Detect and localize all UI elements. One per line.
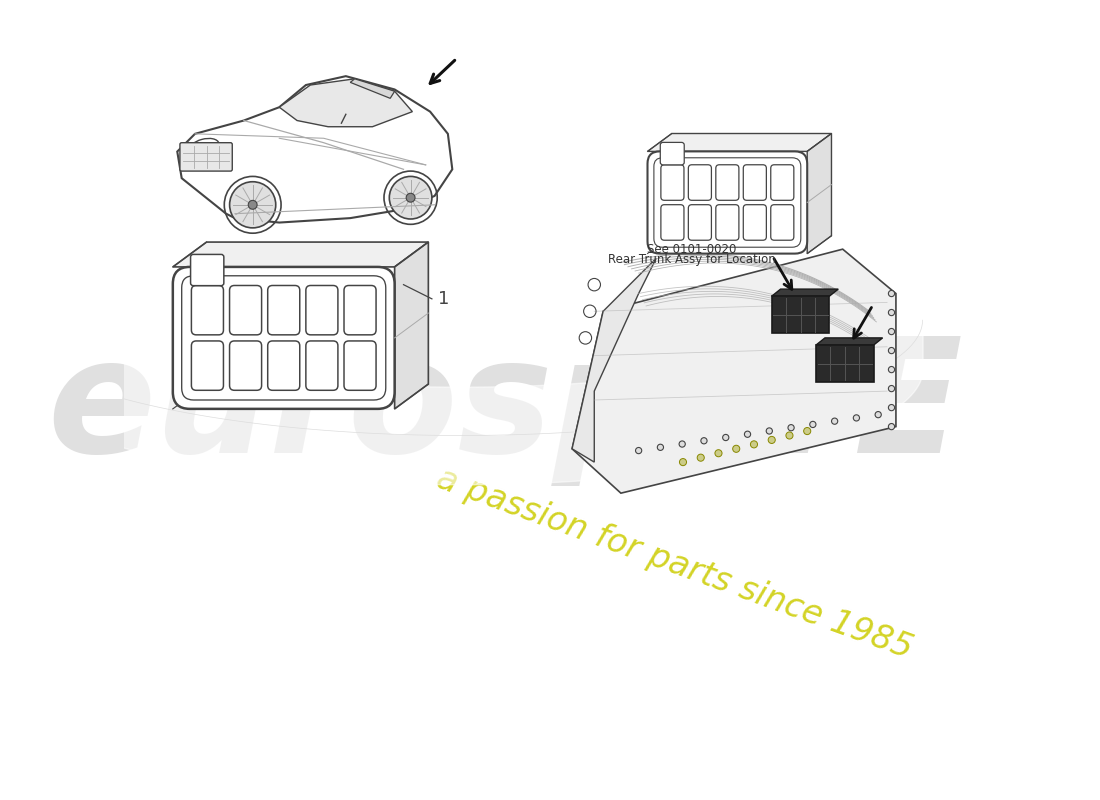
- Polygon shape: [173, 242, 428, 267]
- Circle shape: [832, 418, 838, 424]
- Circle shape: [750, 441, 758, 448]
- Circle shape: [767, 428, 772, 434]
- Circle shape: [804, 427, 811, 434]
- Circle shape: [230, 182, 276, 228]
- FancyBboxPatch shape: [648, 151, 807, 254]
- FancyBboxPatch shape: [660, 142, 684, 165]
- Polygon shape: [772, 289, 838, 296]
- Circle shape: [406, 194, 415, 202]
- Polygon shape: [279, 79, 412, 126]
- Circle shape: [889, 366, 894, 373]
- FancyBboxPatch shape: [180, 142, 232, 171]
- Circle shape: [680, 458, 686, 466]
- Polygon shape: [816, 345, 873, 382]
- Circle shape: [876, 411, 881, 418]
- Circle shape: [658, 444, 663, 450]
- Circle shape: [889, 405, 894, 410]
- Circle shape: [768, 436, 776, 443]
- Circle shape: [785, 432, 793, 439]
- Polygon shape: [807, 134, 832, 254]
- Circle shape: [723, 434, 729, 441]
- Text: a passion for parts since 1985: a passion for parts since 1985: [431, 462, 916, 666]
- Circle shape: [889, 423, 894, 430]
- Text: Rear Trunk Assy for Location: Rear Trunk Assy for Location: [608, 254, 776, 266]
- Circle shape: [701, 438, 707, 444]
- Circle shape: [889, 290, 894, 297]
- Circle shape: [679, 441, 685, 447]
- FancyBboxPatch shape: [190, 254, 223, 286]
- Text: See 0101-0020: See 0101-0020: [647, 242, 737, 256]
- Circle shape: [889, 386, 894, 392]
- Polygon shape: [572, 249, 895, 493]
- Polygon shape: [816, 338, 882, 345]
- Text: 1: 1: [438, 290, 449, 308]
- Circle shape: [889, 347, 894, 354]
- Polygon shape: [395, 242, 428, 409]
- Polygon shape: [350, 79, 395, 98]
- Circle shape: [636, 447, 641, 454]
- Circle shape: [715, 450, 722, 457]
- Circle shape: [697, 454, 704, 462]
- FancyBboxPatch shape: [173, 267, 395, 409]
- Polygon shape: [572, 258, 657, 462]
- Circle shape: [788, 425, 794, 431]
- Circle shape: [745, 431, 750, 438]
- Circle shape: [733, 446, 740, 452]
- Polygon shape: [648, 134, 832, 151]
- Circle shape: [810, 422, 816, 427]
- Circle shape: [889, 310, 894, 316]
- Text: eurosparE: eurosparE: [47, 331, 964, 486]
- Polygon shape: [177, 76, 452, 222]
- Circle shape: [854, 415, 859, 421]
- Polygon shape: [772, 296, 829, 334]
- Circle shape: [889, 329, 894, 334]
- Circle shape: [249, 200, 257, 210]
- Circle shape: [389, 177, 432, 219]
